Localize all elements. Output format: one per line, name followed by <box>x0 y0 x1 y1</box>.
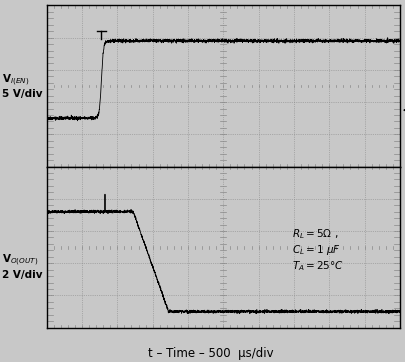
Text: V$_{I(EN)}$
5 V/div: V$_{I(EN)}$ 5 V/div <box>2 72 43 100</box>
Text: V$_{O(OUT)}$
2 V/div: V$_{O(OUT)}$ 2 V/div <box>2 253 43 280</box>
Text: t – Time – 500  μs/div: t – Time – 500 μs/div <box>148 347 273 360</box>
Text: $R_L = 5\Omega$ ,
$C_L = 1\ \mu F$
$T_A = 25°C$: $R_L = 5\Omega$ , $C_L = 1\ \mu F$ $T_A … <box>292 227 343 273</box>
